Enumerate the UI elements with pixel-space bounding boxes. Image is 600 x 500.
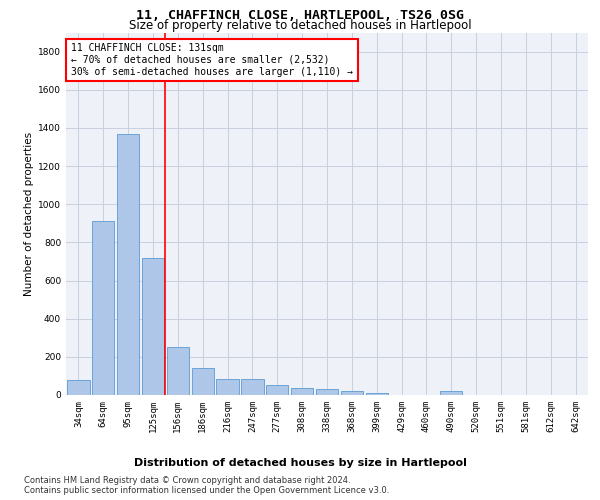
Y-axis label: Number of detached properties: Number of detached properties <box>24 132 34 296</box>
Bar <box>440 391 463 395</box>
Text: Contains HM Land Registry data © Crown copyright and database right 2024.
Contai: Contains HM Land Registry data © Crown c… <box>24 476 389 495</box>
Bar <box>67 380 89 395</box>
Bar <box>217 379 239 395</box>
Bar <box>365 393 388 395</box>
Bar <box>316 390 338 395</box>
Text: Distribution of detached houses by size in Hartlepool: Distribution of detached houses by size … <box>134 458 466 468</box>
Bar <box>341 391 363 395</box>
Text: 11 CHAFFINCH CLOSE: 131sqm
← 70% of detached houses are smaller (2,532)
30% of s: 11 CHAFFINCH CLOSE: 131sqm ← 70% of deta… <box>71 44 353 76</box>
Bar <box>291 388 313 395</box>
Bar <box>241 379 263 395</box>
Bar <box>117 134 139 395</box>
Text: 11, CHAFFINCH CLOSE, HARTLEPOOL, TS26 0SG: 11, CHAFFINCH CLOSE, HARTLEPOOL, TS26 0S… <box>136 9 464 22</box>
Bar <box>167 348 189 395</box>
Bar <box>191 368 214 395</box>
Bar <box>142 258 164 395</box>
Text: Size of property relative to detached houses in Hartlepool: Size of property relative to detached ho… <box>128 19 472 32</box>
Bar <box>266 386 289 395</box>
Bar <box>92 222 115 395</box>
